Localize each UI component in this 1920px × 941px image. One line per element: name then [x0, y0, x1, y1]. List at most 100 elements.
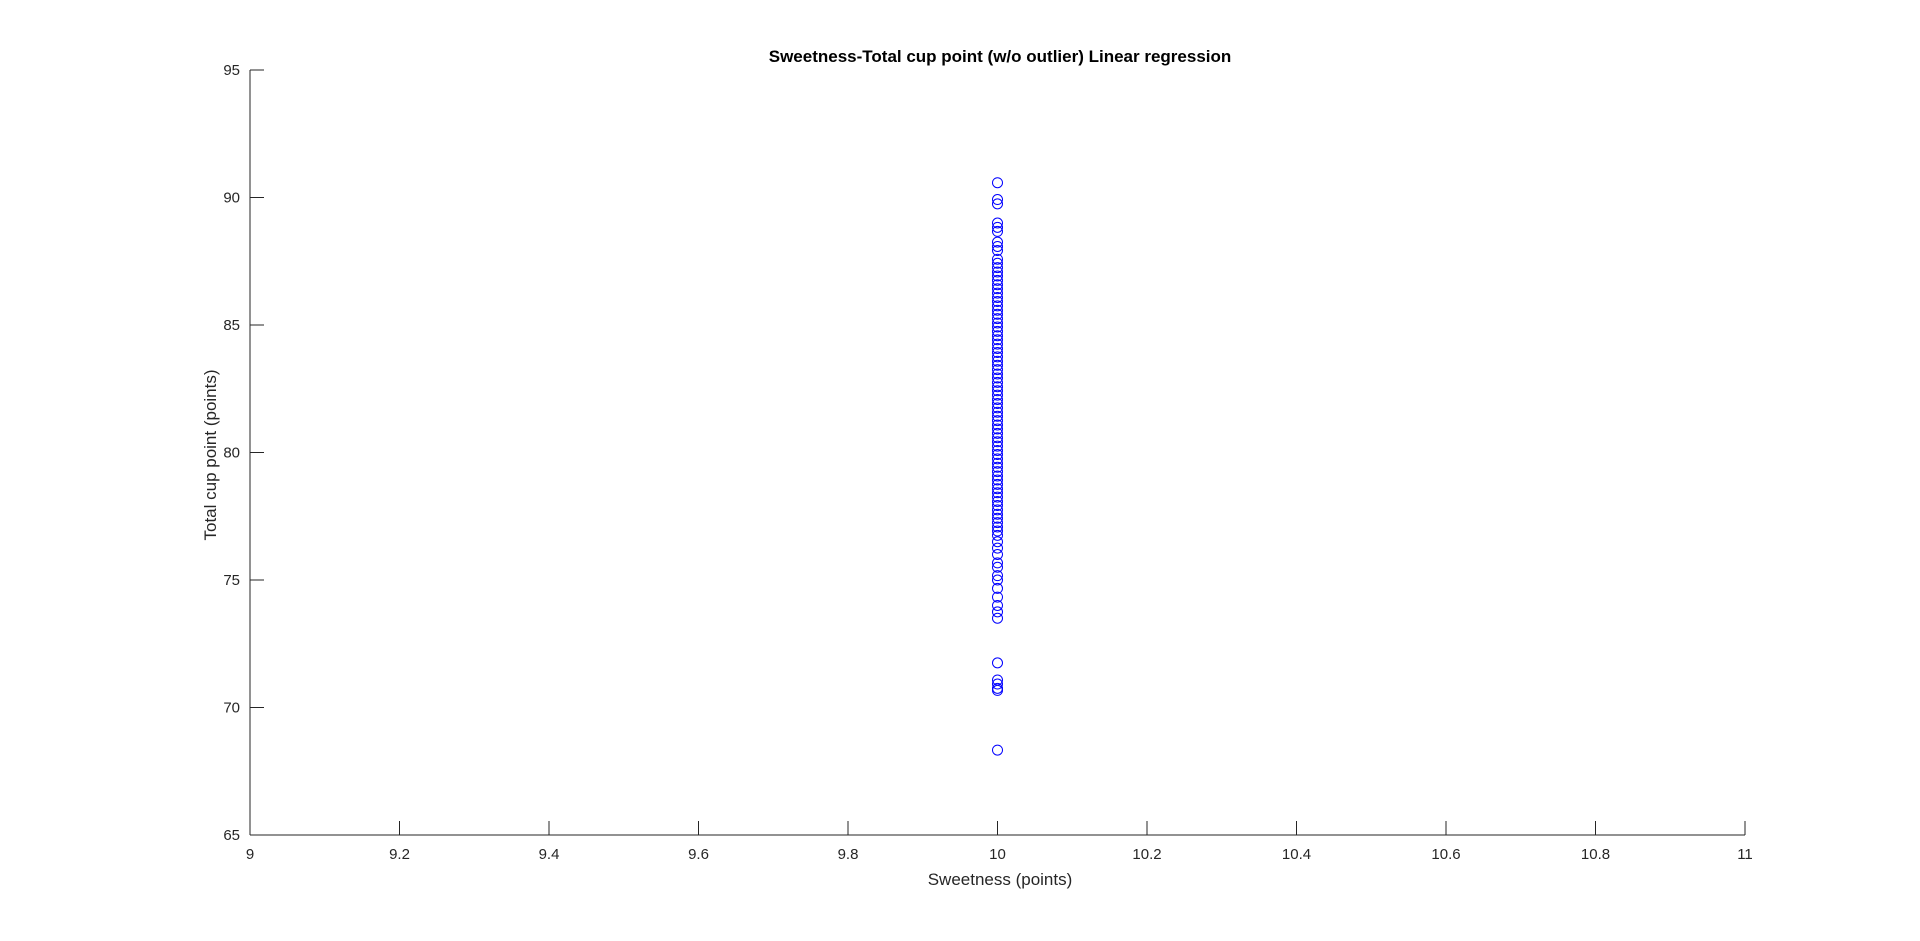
data-point	[992, 221, 1003, 233]
data-point	[992, 549, 1003, 560]
data-point	[992, 283, 1003, 295]
data-point	[992, 487, 1003, 499]
data-point	[992, 561, 1003, 573]
data-point	[992, 217, 1003, 229]
x-tick-label: 10.2	[1132, 846, 1161, 863]
data-point	[992, 582, 1003, 594]
data-point	[992, 684, 1003, 696]
x-tick-label: 9.2	[389, 846, 410, 863]
data-point	[992, 678, 1003, 690]
data-point	[992, 440, 1003, 452]
data-point	[992, 542, 1003, 554]
x-axis-label: Sweetness (points)	[928, 870, 1073, 889]
y-tick-label: 70	[223, 700, 240, 717]
data-point	[992, 453, 1003, 465]
data-point	[992, 483, 1003, 495]
axes: 9 9.2 9.4 9.6 9.8 10 10.2 10.4 10.6 10.8 11 65 70 75 8…	[223, 62, 1752, 863]
data-point	[992, 304, 1003, 316]
data-point	[992, 436, 1003, 448]
data-point	[992, 406, 1003, 418]
data-point	[992, 529, 1003, 541]
x-tick-label: 9.6	[688, 846, 709, 863]
chart-title: Sweetness-Total cup point (w/o outlier) …	[769, 47, 1232, 66]
data-point	[992, 355, 1003, 367]
x-tick-label: 10.4	[1282, 846, 1311, 863]
x-tick-label: 9	[246, 846, 254, 863]
data-point	[992, 325, 1003, 337]
data-point	[992, 470, 1003, 482]
data-point	[992, 427, 1003, 439]
data-point	[992, 457, 1003, 469]
data-point	[992, 279, 1003, 291]
data-point	[992, 491, 1003, 503]
data-point	[992, 364, 1003, 376]
data-point	[992, 253, 1003, 265]
data-point	[992, 466, 1003, 478]
data-point	[992, 291, 1003, 303]
data-point	[992, 508, 1003, 520]
x-tick-label: 9.4	[539, 846, 560, 863]
x-tick-label: 9.8	[838, 846, 859, 863]
y-tick-label: 80	[223, 445, 240, 462]
data-point	[992, 606, 1003, 618]
y-tick-label: 65	[223, 827, 240, 844]
data-point	[992, 347, 1003, 359]
data-point	[992, 308, 1003, 320]
data-point	[992, 225, 1003, 237]
data-point	[992, 449, 1003, 461]
data-point	[992, 389, 1003, 401]
data-point	[992, 398, 1003, 410]
data-point	[992, 474, 1003, 486]
data-point	[992, 402, 1003, 414]
data-point	[992, 444, 1003, 456]
data-point	[992, 342, 1003, 354]
y-tick-label: 95	[223, 62, 240, 79]
data-point	[992, 236, 1003, 248]
data-point	[992, 419, 1003, 431]
data-point	[992, 410, 1003, 422]
data-point	[992, 525, 1003, 537]
data-point	[992, 432, 1003, 444]
data-point	[992, 500, 1003, 512]
data-point	[992, 351, 1003, 363]
data-point	[992, 257, 1003, 269]
data-point	[992, 600, 1003, 611]
data-point	[992, 372, 1003, 384]
data-point	[992, 338, 1003, 350]
data-point	[992, 536, 1003, 548]
data-point	[992, 321, 1003, 333]
data-point	[992, 262, 1003, 274]
data-point	[992, 461, 1003, 473]
data-point	[992, 744, 1003, 756]
data-point	[992, 198, 1003, 210]
data-point	[992, 393, 1003, 405]
x-tick-label: 11	[1737, 846, 1753, 863]
data-point	[992, 521, 1003, 533]
data-point	[992, 317, 1003, 329]
data-point	[992, 266, 1003, 278]
data-point	[992, 517, 1003, 529]
data-point	[992, 657, 1003, 669]
data-point	[992, 313, 1003, 325]
data-point	[992, 334, 1003, 346]
data-point	[992, 557, 1003, 569]
data-point	[992, 385, 1003, 397]
data-point	[992, 423, 1003, 435]
data-point	[992, 270, 1003, 282]
data-point	[992, 381, 1003, 393]
data-point	[992, 287, 1003, 299]
y-axis-label: Total cup point (points)	[201, 369, 220, 540]
data-point	[992, 612, 1003, 624]
data-point	[992, 574, 1003, 586]
data-point	[992, 359, 1003, 371]
data-point	[992, 177, 1003, 189]
data-point	[992, 415, 1003, 427]
data-point	[992, 591, 1003, 603]
y-tick-label: 85	[223, 317, 240, 334]
data-point	[992, 240, 1003, 252]
data-point	[992, 245, 1003, 257]
y-tick-label: 75	[223, 572, 240, 589]
data-points	[992, 177, 1003, 756]
